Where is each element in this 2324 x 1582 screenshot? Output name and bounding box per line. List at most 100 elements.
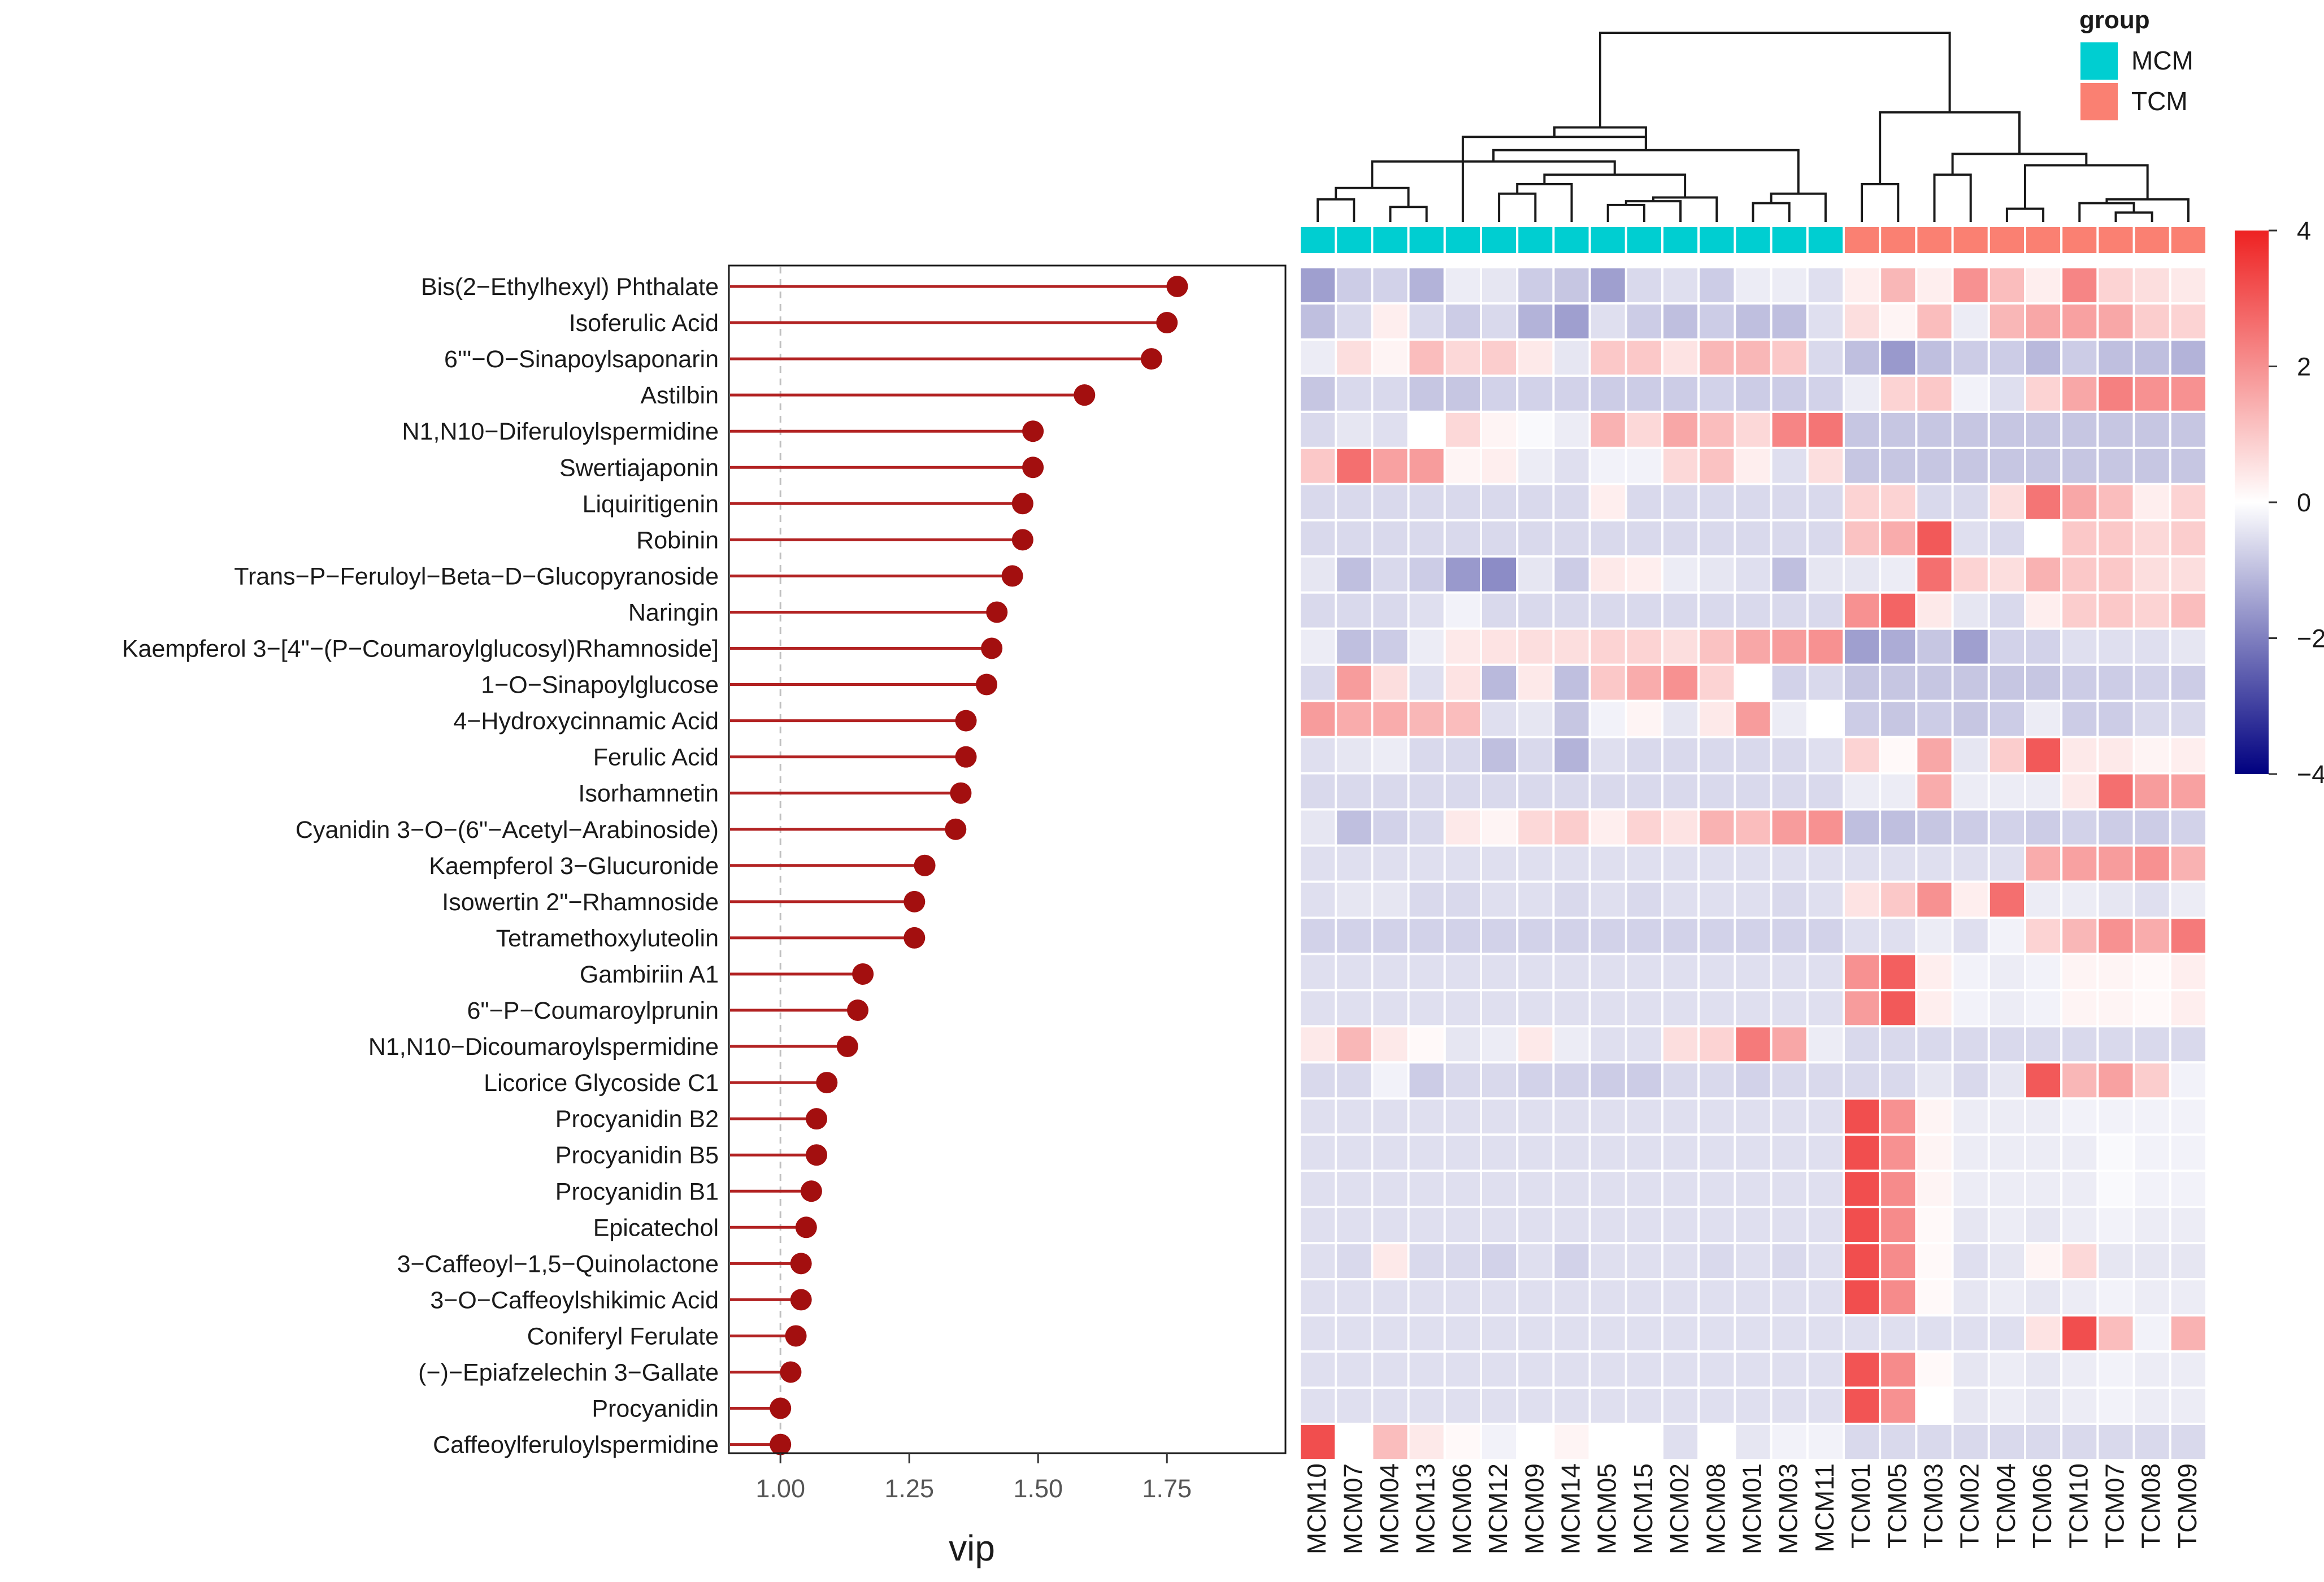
heatmap-cell (1443, 1242, 1483, 1281)
heatmap-cell (2132, 1133, 2171, 1172)
column-label: MCM10 (1302, 1463, 1331, 1554)
heatmap-cell (1987, 1206, 2027, 1245)
heatmap-cell (1661, 1242, 1700, 1281)
heatmap-cell (1516, 627, 1555, 666)
heatmap-cell (1588, 916, 1627, 955)
heatmap-cell (1335, 1387, 1374, 1425)
heatmap-cell (1480, 1061, 1519, 1100)
heatmap-cell (2169, 736, 2208, 775)
heatmap-cell (2169, 1206, 2208, 1245)
heatmap-cell (2169, 627, 2208, 666)
heatmap-cell (1552, 1423, 1591, 1462)
heatmap-cell (1661, 808, 1700, 847)
heatmap-cell (1697, 555, 1736, 594)
column-label: TCM08 (2136, 1463, 2166, 1549)
heatmap-cell (2060, 772, 2099, 811)
heatmap-cell (2024, 1242, 2063, 1281)
heatmap-cell (1661, 953, 1700, 992)
heatmap-cell (1879, 555, 1918, 594)
heatmap-cell (1443, 591, 1483, 630)
heatmap-cell (1552, 699, 1591, 738)
heatmap-cell (2132, 519, 2171, 558)
heatmap-cell (1516, 555, 1555, 594)
heatmap-cell (1588, 1242, 1627, 1281)
heatmap-cell (1371, 627, 1410, 666)
heatmap-cell (2096, 989, 2135, 1028)
heatmap-cell (1951, 591, 1990, 630)
heatmap-cell (1770, 1350, 1809, 1389)
heatmap-cell (1552, 1061, 1591, 1100)
heatmap-cell (1734, 302, 1773, 341)
heatmap-cell (2096, 1278, 2135, 1317)
heatmap-cell (1443, 446, 1483, 485)
heatmap-cell (1843, 591, 1882, 630)
heatmap-cell (1697, 519, 1736, 558)
heatmap-cell (1480, 519, 1519, 558)
heatmap-cell (1697, 663, 1736, 702)
heatmap-cell (2169, 1170, 2208, 1209)
heatmap-cell (1697, 1387, 1736, 1425)
heatmap-cell (1987, 410, 2027, 449)
heatmap-cell (1770, 663, 1809, 702)
vip-point (1022, 457, 1044, 479)
metabolite-label: Bis(2−Ethylhexyl) Phthalate (421, 273, 719, 301)
heatmap-cell (1770, 1242, 1809, 1281)
heatmap-cell (1516, 1206, 1555, 1245)
heatmap-cell (1843, 1025, 1882, 1064)
heatmap-cell (1552, 627, 1591, 666)
heatmap-cell (1915, 953, 1954, 992)
heatmap-cell (2024, 699, 2063, 738)
heatmap-cell (1806, 772, 1845, 811)
heatmap-cell (1624, 699, 1664, 738)
vip-lollipop-panel: Bis(2−Ethylhexyl) Phthalate Isoferulic Ac… (122, 264, 1287, 1568)
metabolite-label: (−)−Epiafzelechin 3−Gallate (418, 1359, 719, 1387)
heatmap-cell (1335, 953, 1374, 992)
heatmap-cell (2169, 772, 2208, 811)
heatmap-cell (2024, 880, 2063, 919)
heatmap-cell (1371, 266, 1410, 305)
heatmap-cell (1371, 880, 1410, 919)
heatmap-cell (1624, 1423, 1664, 1462)
heatmap-cell (1806, 989, 1845, 1028)
heatmap-cell (2060, 699, 2099, 738)
heatmap-cell (2060, 1423, 2099, 1462)
heatmap-cell (2169, 446, 2208, 485)
heatmap-cell (1951, 953, 1990, 992)
dendrogram-branch (2005, 207, 2045, 222)
heatmap-cell (1843, 1097, 1882, 1136)
heatmap-cell (1661, 989, 1700, 1028)
heatmap-cell (1443, 1350, 1483, 1389)
heatmap-cell (2024, 519, 2063, 558)
heatmap-cell (2169, 555, 2208, 594)
metabolite-label: Kaempferol 3−[4"−(P−Coumaroylglucosyl)Rh… (122, 636, 719, 663)
heatmap-cell (1734, 1097, 1773, 1136)
heatmap-cell (2060, 483, 2099, 521)
heatmap-cell (2169, 844, 2208, 883)
heatmap-cell (1552, 989, 1591, 1028)
heatmap-cell (2060, 1133, 2099, 1172)
heatmap-cell (1371, 338, 1410, 377)
heatmap-cell (1915, 916, 1954, 955)
heatmap-cell (1298, 1025, 1337, 1064)
heatmap-cell (2096, 663, 2135, 702)
heatmap-cell (1298, 555, 1337, 594)
heatmap-cell (1516, 916, 1555, 955)
heatmap-cell (1588, 1025, 1627, 1064)
heatmap-cell (1371, 1350, 1410, 1389)
heatmap-cell (1443, 1061, 1483, 1100)
heatmap-cell (1770, 591, 1809, 630)
heatmap-cell (1879, 953, 1918, 992)
heatmap-cell (1879, 1278, 1918, 1317)
heatmap-cell (1516, 736, 1555, 775)
heatmap-cell (1371, 1314, 1410, 1353)
heatmap-cell (1734, 989, 1773, 1028)
heatmap-cell (1806, 302, 1845, 341)
heatmap-cell (1335, 916, 1374, 955)
dendrogram-branch (1553, 126, 1647, 150)
heatmap-cell (1951, 1350, 1990, 1389)
heatmap-cell (1335, 1242, 1374, 1281)
heatmap-cell (1806, 736, 1845, 775)
heatmap-cell (1806, 699, 1845, 738)
heatmap-cell (1371, 1387, 1410, 1425)
heatmap-cell (1770, 989, 1809, 1028)
